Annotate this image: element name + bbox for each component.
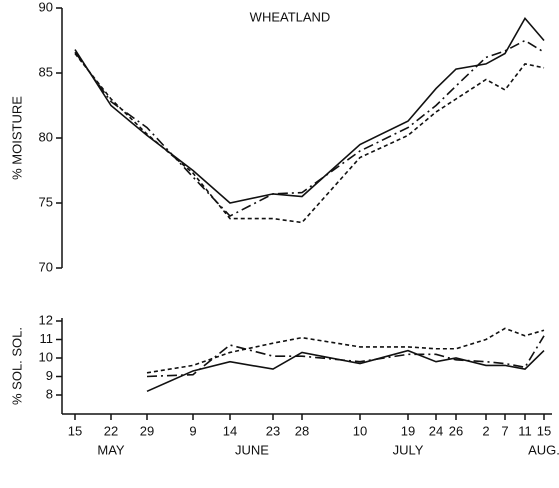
x-tick-label: 28 xyxy=(295,423,309,438)
y-tick-label: 12 xyxy=(39,312,53,327)
x-tick-label: 29 xyxy=(140,423,154,438)
series-line xyxy=(74,53,545,224)
y-tick-label: 80 xyxy=(39,129,53,144)
y-tick-label: 9 xyxy=(46,368,53,383)
y-tick-label: 8 xyxy=(46,386,53,401)
x-tick-label: 10 xyxy=(353,423,367,438)
y-axis-label: % MOISTURE xyxy=(9,96,24,180)
y-tick-label: 10 xyxy=(39,349,53,364)
x-tick-label: 7 xyxy=(501,423,508,438)
y-tick-label: 75 xyxy=(39,194,53,209)
x-group-label: JULY xyxy=(393,442,424,457)
y-axis-label: % SOL. SOL. xyxy=(9,327,24,405)
series-line xyxy=(146,349,545,393)
series-line xyxy=(74,39,545,217)
series-line xyxy=(146,327,545,374)
x-tick-label: 22 xyxy=(104,423,118,438)
y-tick-label: 11 xyxy=(40,331,54,346)
x-group-label: MAY xyxy=(97,442,125,457)
x-group-label: JUNE xyxy=(235,442,269,457)
x-tick-label: 19 xyxy=(401,423,415,438)
series-line xyxy=(146,335,545,378)
x-tick-label: 11 xyxy=(518,423,532,438)
chart-title: WHEATLAND xyxy=(250,9,331,24)
x-tick-label: 15 xyxy=(68,423,82,438)
y-tick-label: 90 xyxy=(39,0,53,14)
series-line xyxy=(74,17,545,204)
x-tick-label: 24 xyxy=(429,423,443,438)
x-tick-label: 15 xyxy=(537,423,551,438)
y-tick-label: 85 xyxy=(39,64,53,79)
x-group-label: AUG. xyxy=(528,442,559,457)
x-tick-label: 23 xyxy=(266,423,280,438)
x-tick-label: 26 xyxy=(449,423,463,438)
x-tick-label: 14 xyxy=(223,423,237,438)
x-tick-label: 9 xyxy=(189,423,196,438)
y-tick-label: 70 xyxy=(39,259,53,274)
x-tick-label: 2 xyxy=(482,423,489,438)
